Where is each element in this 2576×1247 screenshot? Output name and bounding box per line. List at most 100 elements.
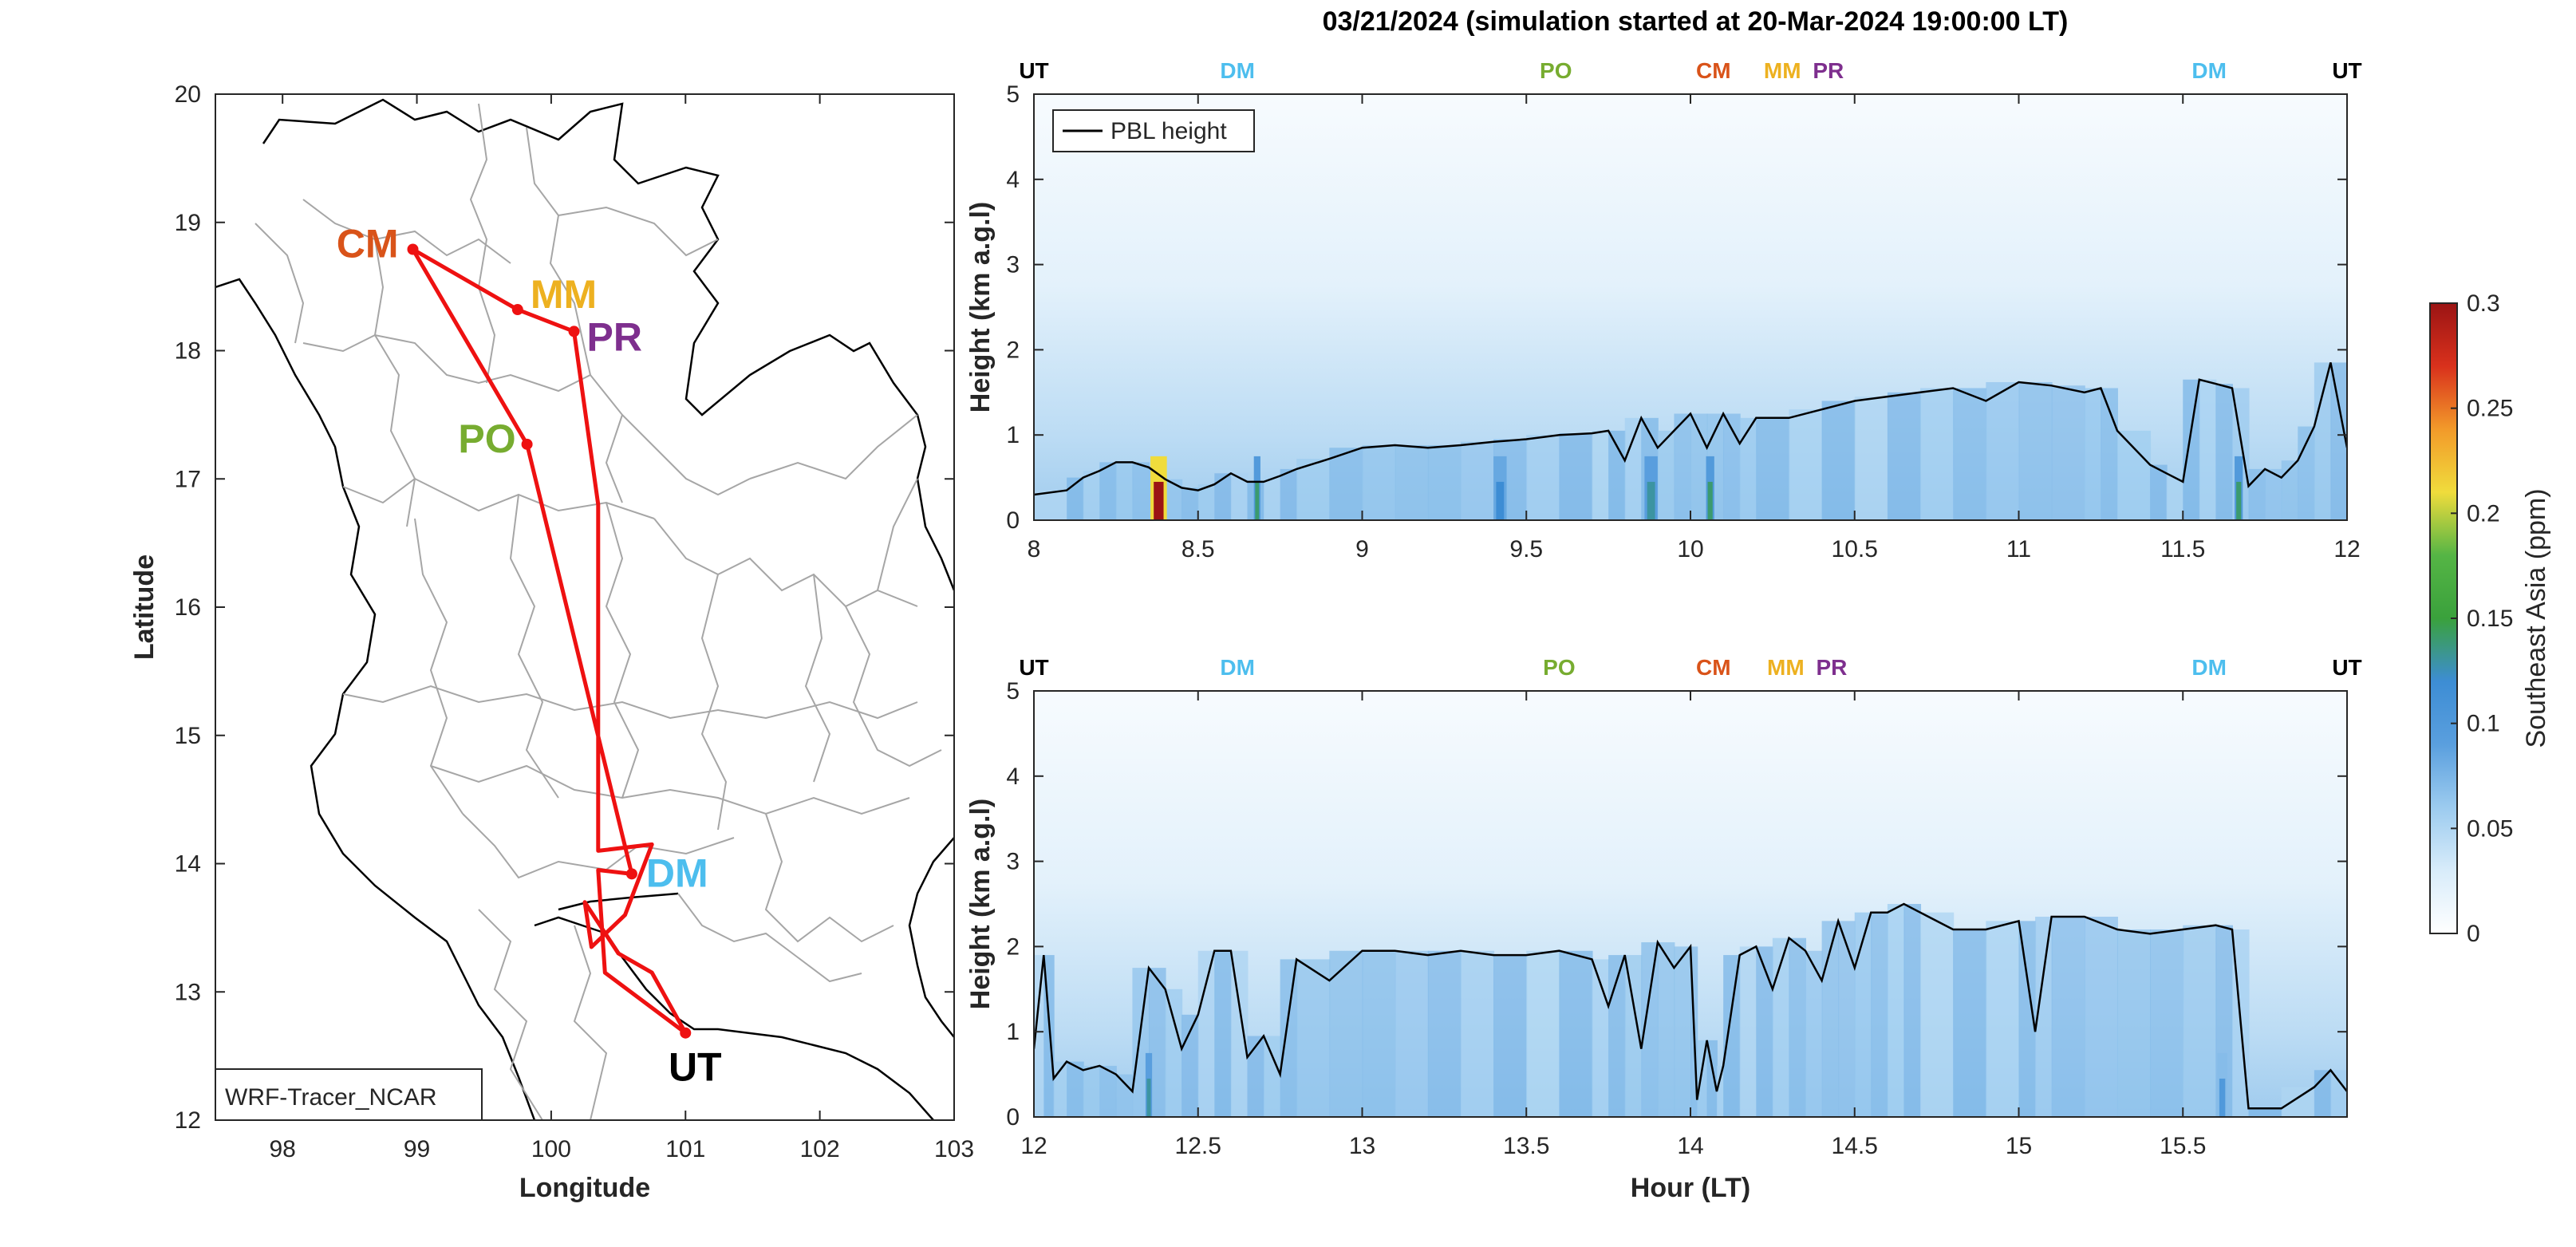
- tracer-column: [1395, 950, 1429, 1117]
- map-xlabel: Longitude: [519, 1173, 650, 1203]
- tracer-column: [2281, 460, 2299, 520]
- tracer-column: [1493, 955, 1528, 1117]
- heatmap-ytick-label: 0: [1006, 507, 1020, 534]
- tracer-column: [1986, 381, 2020, 520]
- tracer-plume-core: [1496, 481, 1505, 520]
- colorbar: 0 0.05 0.1 0.15 0.2 0.25 0.3 Southeast Asia (p…: [2429, 290, 2551, 947]
- top-label-po: PO: [1543, 655, 1575, 680]
- tracer-column: [1247, 1036, 1265, 1117]
- tracer-column: [1280, 468, 1298, 520]
- site-marker-ut[interactable]: [680, 1027, 692, 1039]
- tracer-column: [2051, 917, 2085, 1117]
- colorbar-tick-label: 0.15: [2467, 606, 2513, 632]
- colorbar-tick-label: 0.3: [2467, 290, 2500, 317]
- heatmap-ytick-label: 0: [1006, 1104, 1020, 1131]
- tracer-column: [2051, 385, 2085, 520]
- tracer-column: [1920, 912, 1955, 1117]
- pbl-legend[interactable]: PBL height: [1052, 109, 1255, 152]
- site-marker-cm[interactable]: [407, 243, 419, 255]
- tracer-column: [1230, 473, 1249, 520]
- map-ytick-label: 13: [175, 979, 201, 1005]
- site-marker-dm[interactable]: [625, 868, 637, 880]
- tracer-column: [2116, 430, 2152, 520]
- site-marker-po[interactable]: [521, 438, 533, 450]
- tracer-column: [1674, 413, 1691, 520]
- tracer-column: [2330, 1070, 2347, 1117]
- heatmap-xtick-label: 15.5: [2160, 1133, 2206, 1159]
- tracer-column: [1362, 950, 1396, 1117]
- heatmap-ytick-label: 3: [1006, 849, 1020, 875]
- heatmap-ylabel: Height (km a.g.l): [965, 202, 996, 412]
- tracer-column: [1460, 441, 1495, 520]
- tracer-column: [1296, 959, 1331, 1117]
- heatmap-xtick-label: 11.5: [2160, 536, 2205, 562]
- heatmap-xtick-label: 12: [2333, 536, 2360, 562]
- map-xtick-label: 102: [800, 1136, 840, 1162]
- tracer-column: [1903, 904, 1922, 1117]
- tracer-column: [1264, 476, 1281, 520]
- heatmap-ytick-label: 1: [1006, 422, 1020, 448]
- tracer-column: [1756, 946, 1773, 1117]
- tracer-column: [1099, 462, 1117, 520]
- site-label-po: PO: [458, 416, 515, 461]
- map-axes-box: [215, 94, 954, 1120]
- tracer-column: [1953, 929, 1987, 1117]
- map-ytick-label: 20: [175, 81, 201, 108]
- tracer-column: [2281, 1087, 2315, 1117]
- top-label-pr: PR: [1816, 655, 1847, 680]
- tracer-column: [1165, 479, 1183, 520]
- top-label-dm: DM: [1220, 655, 1255, 680]
- tracer-column: [1789, 937, 1807, 1117]
- pbl-height-line: [1034, 362, 2347, 496]
- tracer-column: [2215, 384, 2233, 520]
- tracer-column: [1165, 989, 1183, 1117]
- site-label-pr: PR: [587, 314, 642, 359]
- top-label-cm: CM: [1696, 655, 1731, 680]
- tracer-column: [1214, 950, 1232, 1117]
- pbl-legend-text: PBL height: [1110, 118, 1227, 144]
- tracer-column: [1657, 942, 1675, 1117]
- province-boundaries: [254, 103, 942, 1120]
- heatmap-xtick-label: 12.5: [1175, 1133, 1221, 1159]
- tracer-column: [1838, 921, 1856, 1117]
- top-label-ut: UT: [2332, 58, 2361, 83]
- tracer-column: [1132, 462, 1150, 520]
- tracer-column: [2035, 917, 2053, 1117]
- tracer-column: [1395, 445, 1429, 520]
- site-marker-pr[interactable]: [568, 326, 580, 337]
- tracer-column: [1624, 955, 1643, 1117]
- tracer-column: [2183, 379, 2200, 520]
- site-label-dm: DM: [646, 850, 708, 895]
- tracer-column: [1805, 950, 1823, 1117]
- map-ytick-label: 14: [175, 851, 201, 878]
- tracer-column: [1854, 912, 1872, 1117]
- tracer-column: [1641, 942, 1659, 1117]
- tracer-column: [2265, 468, 2282, 520]
- tracer-column: [1657, 430, 1675, 520]
- site-label-ut: UT: [669, 1045, 722, 1090]
- site-marker-mm[interactable]: [511, 304, 523, 316]
- tracer-column: [1871, 912, 1888, 1117]
- heatmap-xtick-label: 14: [1677, 1133, 1703, 1159]
- tracer-plume-core: [2236, 481, 2242, 520]
- top-label-cm: CM: [1696, 58, 1731, 83]
- top-label-ut: UT: [1019, 655, 1048, 680]
- heatmap-ytick-label: 4: [1006, 167, 1020, 193]
- tracer-column: [2084, 917, 2118, 1117]
- tracer-column: [1986, 921, 2020, 1117]
- colorbar-tick-label: 0.25: [2467, 396, 2513, 422]
- heatmap-xtick-label: 9: [1355, 536, 1369, 562]
- top-label-dm: DM: [2191, 655, 2227, 680]
- tracer-column: [1723, 955, 1741, 1117]
- map-legend[interactable]: WRF-Tracer_NCAR: [215, 1068, 483, 1121]
- tracer-column: [1789, 409, 1823, 520]
- heatmap-ytick-label: 2: [1006, 933, 1020, 960]
- heatmap-xtick-label: 9.5: [1509, 536, 1543, 562]
- tracer-column: [1362, 445, 1396, 520]
- map-ytick-label: 17: [175, 466, 201, 492]
- heatmap-xtick-label: 15: [2006, 1133, 2032, 1159]
- map-ylabel: Latitude: [129, 554, 160, 660]
